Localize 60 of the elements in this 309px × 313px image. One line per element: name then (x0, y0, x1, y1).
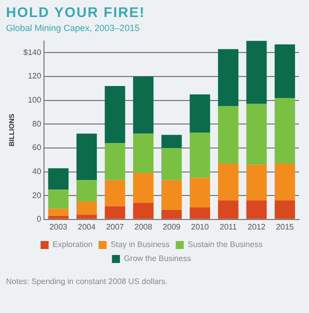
bar (133, 172, 154, 203)
bar (104, 143, 126, 180)
bar (133, 76, 154, 134)
x-tick-label: 2008 (134, 222, 153, 232)
bar (190, 94, 210, 132)
bar (246, 164, 267, 200)
bar (76, 202, 97, 215)
bar (246, 40, 267, 104)
text: Notes: Spending in constant 2008 US dollars. (6, 277, 168, 286)
bar (104, 206, 126, 219)
bar (190, 207, 210, 219)
x-tick-label: 2012 (248, 222, 266, 232)
bar (274, 200, 296, 219)
bar (246, 200, 267, 219)
bar (133, 134, 154, 173)
bar (190, 132, 210, 178)
bar (274, 98, 296, 164)
bar (48, 216, 69, 219)
x-tick-label: 2015 (276, 222, 294, 232)
legend-label: Grow the Business (124, 254, 192, 264)
legend-label: Sustain the Business (188, 240, 262, 250)
bar (48, 208, 69, 216)
y-tick-label: 80 (32, 119, 42, 128)
bar (218, 106, 238, 164)
bar (161, 134, 182, 148)
y-tick-label: 60 (32, 143, 42, 152)
bar (104, 180, 126, 206)
bar (48, 168, 69, 190)
bar (161, 180, 182, 210)
x-tick-label: 2010 (191, 222, 210, 232)
bar (48, 190, 69, 209)
y-tick-label: 40 (32, 166, 42, 176)
x-tick-label: 2003 (49, 222, 68, 232)
bar (161, 148, 182, 180)
bar (246, 104, 267, 165)
bar (76, 180, 97, 202)
x-tick-label: 2009 (162, 222, 182, 232)
bar (76, 214, 97, 219)
bar (218, 163, 238, 200)
y-tick-label: 0 (36, 214, 42, 224)
x-tick-label: 2007 (106, 222, 124, 232)
bar (133, 202, 154, 219)
y-tick-label: $140 (23, 48, 42, 57)
legend-label: Stay in Business (110, 240, 170, 250)
x-tick-label: 2011 (220, 222, 238, 232)
chart-subtitle: Global Mining Capex, 2003–2015 (6, 23, 141, 33)
bar (76, 134, 97, 180)
bar (161, 210, 182, 219)
bar (104, 86, 126, 144)
y-tick-label: 120 (28, 72, 42, 81)
chart-title: HOLD YOUR FIRE! (6, 4, 146, 20)
legend-label: Exploration (52, 240, 93, 250)
bar (274, 163, 296, 200)
bar (218, 200, 238, 219)
bar (190, 178, 210, 208)
bar (218, 49, 238, 106)
bar (274, 44, 296, 98)
x-tick-label: 2004 (78, 222, 96, 232)
y-tick-label: 20 (32, 190, 42, 200)
y-tick-label: 100 (28, 96, 42, 105)
